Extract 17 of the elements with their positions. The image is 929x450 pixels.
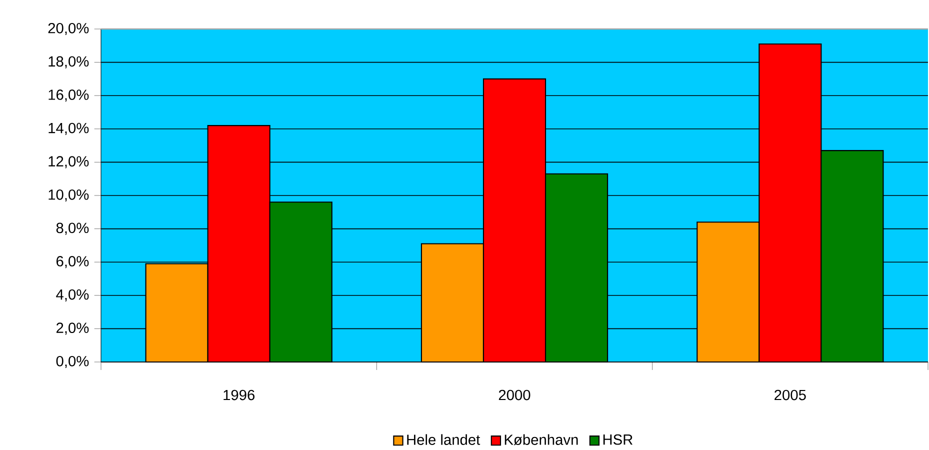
y-tick-label: 18,0% xyxy=(48,56,89,68)
y-tick-label: 8,0% xyxy=(56,222,89,235)
legend-label: HSR xyxy=(603,434,632,445)
x-tick-label: 2000 xyxy=(498,390,530,400)
x-tick-label: 2005 xyxy=(774,390,806,400)
y-tick-label: 16,0% xyxy=(48,90,89,102)
legend-label: København xyxy=(504,434,578,446)
legend-label: Hele landet xyxy=(407,434,480,445)
y-tick-label: 6,0% xyxy=(56,256,89,268)
x-tick-label: 1996 xyxy=(224,390,254,400)
y-tick-label: 2,0% xyxy=(56,322,89,335)
y-tick-label: 12,0% xyxy=(48,156,89,168)
y-tick-label: 4,0% xyxy=(56,289,89,302)
y-tick-label: 10,0% xyxy=(48,189,89,202)
y-tick-label: 14,0% xyxy=(48,122,89,135)
y-tick-label: 20,0% xyxy=(48,22,89,36)
y-tick-label: 0,0% xyxy=(56,356,89,368)
